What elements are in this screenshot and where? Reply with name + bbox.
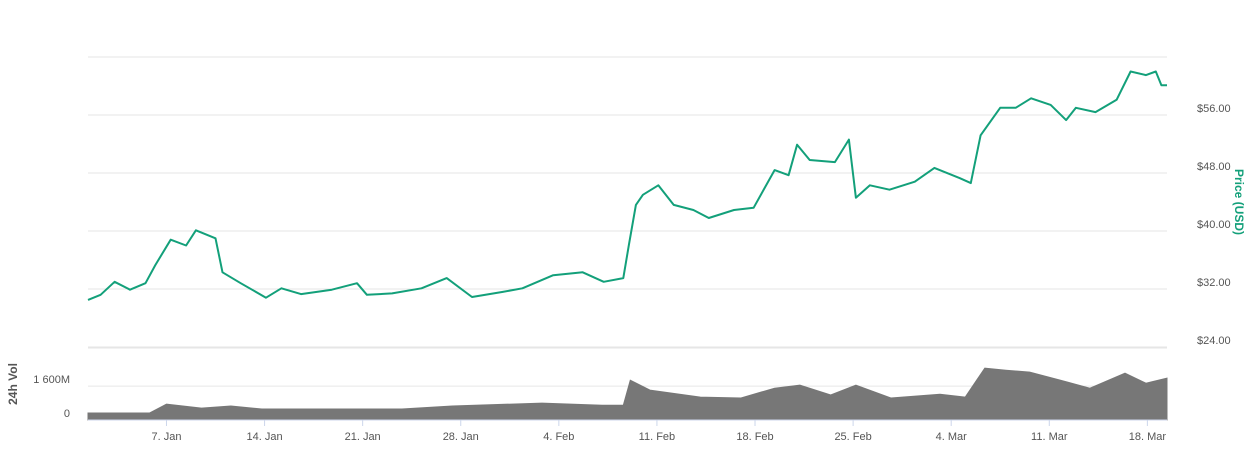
volume-axis-title: 24h Vol xyxy=(6,363,20,405)
x-tick-label: 11. Mar xyxy=(1031,431,1068,443)
x-tick-label: 4. Feb xyxy=(543,431,574,443)
x-tick-label: 18. Feb xyxy=(736,431,773,443)
price-axis-title: Price (USD) xyxy=(1232,169,1246,235)
x-tick-label: 28. Jan xyxy=(443,431,479,443)
y-tick-label: 0 xyxy=(64,408,70,420)
y-tick-label: $32.00 xyxy=(1197,277,1231,289)
volume-area xyxy=(87,367,1168,421)
price-line xyxy=(87,70,1167,301)
y-tick-label: $48.00 xyxy=(1197,161,1231,173)
x-tick-label: 4. Mar xyxy=(936,431,968,443)
x-tick-label: 14. Jan xyxy=(247,431,283,443)
x-tick-label: 21. Jan xyxy=(345,431,381,443)
x-tick-label: 7. Jan xyxy=(151,431,181,443)
y-tick-label: $56.00 xyxy=(1197,103,1231,115)
x-tick-label: 11. Feb xyxy=(639,431,676,443)
y-tick-label: 1 600M xyxy=(33,374,70,386)
y-tick-label: $24.00 xyxy=(1197,335,1231,347)
x-tick-label: 25. Feb xyxy=(834,431,871,443)
y-tick-label: $40.00 xyxy=(1197,219,1231,231)
x-tick-label: 18. Mar xyxy=(1129,431,1167,443)
